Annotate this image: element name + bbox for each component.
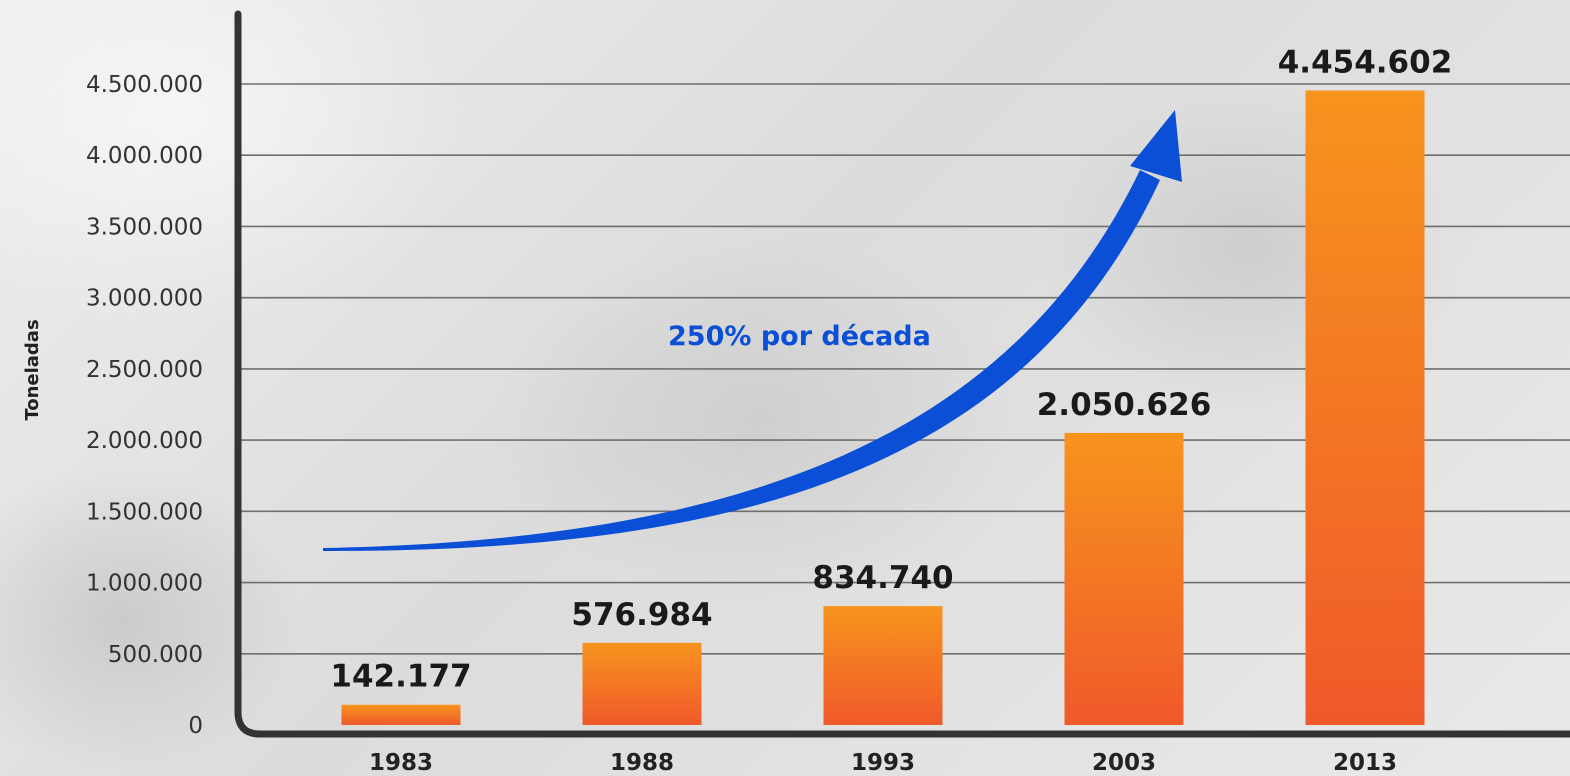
data-label-2013: 4.454.602: [1278, 44, 1453, 80]
y-tick-label: 3.000.000: [86, 286, 203, 312]
growth-annotation: 250% por década: [668, 321, 931, 352]
y-axis-label: Toneladas: [22, 319, 43, 420]
x-tick-label-1988: 1988: [610, 750, 674, 776]
trend-arrow: [323, 110, 1182, 552]
x-tick-label-2003: 2003: [1092, 750, 1156, 776]
x-axis-ticks: 1983 1988 1993 2003 2013: [369, 750, 1397, 776]
data-label-1983: 142.177: [330, 659, 471, 695]
y-tick-label: 1.500.000: [86, 499, 203, 525]
bar-2003: [1064, 432, 1184, 725]
y-axis-ticks: 0 500.000 1.000.000 1.500.000 2.000.000 2.500…: [86, 72, 203, 739]
y-tick-label: 2.000.000: [86, 428, 203, 454]
data-labels: 142.177 576.984 834.740 2.050.626 4.454.602: [330, 44, 1452, 694]
bars: [341, 90, 1425, 726]
data-label-1988: 576.984: [571, 597, 712, 633]
data-label-1993: 834.740: [812, 560, 953, 596]
y-tick-label: 4.000.000: [86, 143, 203, 169]
y-tick-label: 0: [188, 713, 203, 739]
x-tick-label-1983: 1983: [369, 750, 433, 776]
y-tick-label: 3.500.000: [86, 214, 203, 240]
y-tick-label: 4.500.000: [86, 72, 203, 98]
x-tick-label-1993: 1993: [851, 750, 915, 776]
axis-line: [234, 10, 1570, 738]
bar-1988: [582, 642, 702, 725]
y-tick-label: 500.000: [108, 642, 203, 668]
data-label-2003: 2.050.626: [1037, 387, 1212, 423]
trend-arrow-head: [1130, 110, 1182, 182]
bar-2013: [1305, 90, 1425, 726]
bar-1993: [823, 606, 943, 725]
y-tick-label: 2.500.000: [86, 357, 203, 383]
bar-1983: [341, 704, 461, 725]
x-tick-label-2013: 2013: [1333, 750, 1397, 776]
y-tick-label: 1.000.000: [86, 571, 203, 597]
